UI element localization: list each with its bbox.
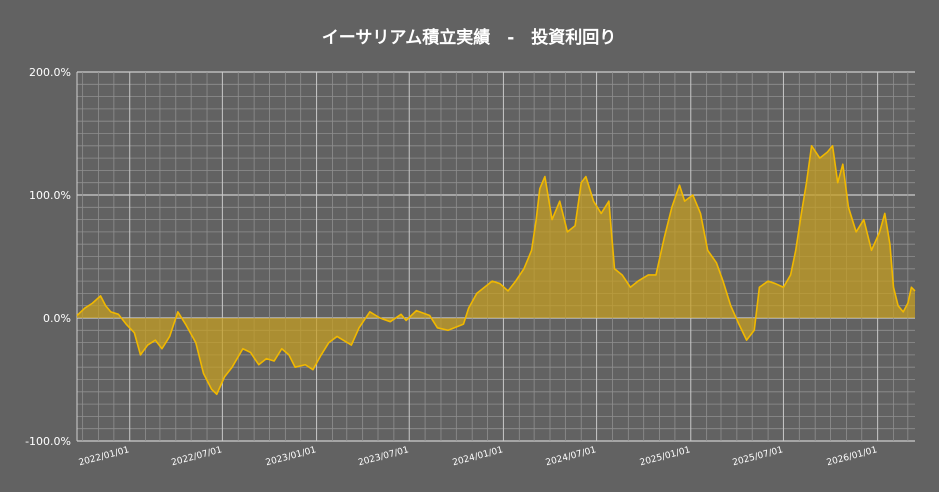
y-tick-label: -100.0%	[25, 435, 71, 448]
y-tick-label: 0.0%	[43, 312, 71, 325]
chart-title: イーサリアム積立実績 - 投資利回り	[322, 27, 617, 48]
y-tick-label: 200.0%	[29, 66, 71, 79]
series-line	[76, 145, 916, 396]
plot-area	[76, 145, 916, 396]
y-tick-label: 100.0%	[29, 189, 71, 202]
area-fill	[77, 145, 915, 395]
y-axis: -100.0% 0.0% 100.0% 200.0%	[25, 66, 71, 448]
